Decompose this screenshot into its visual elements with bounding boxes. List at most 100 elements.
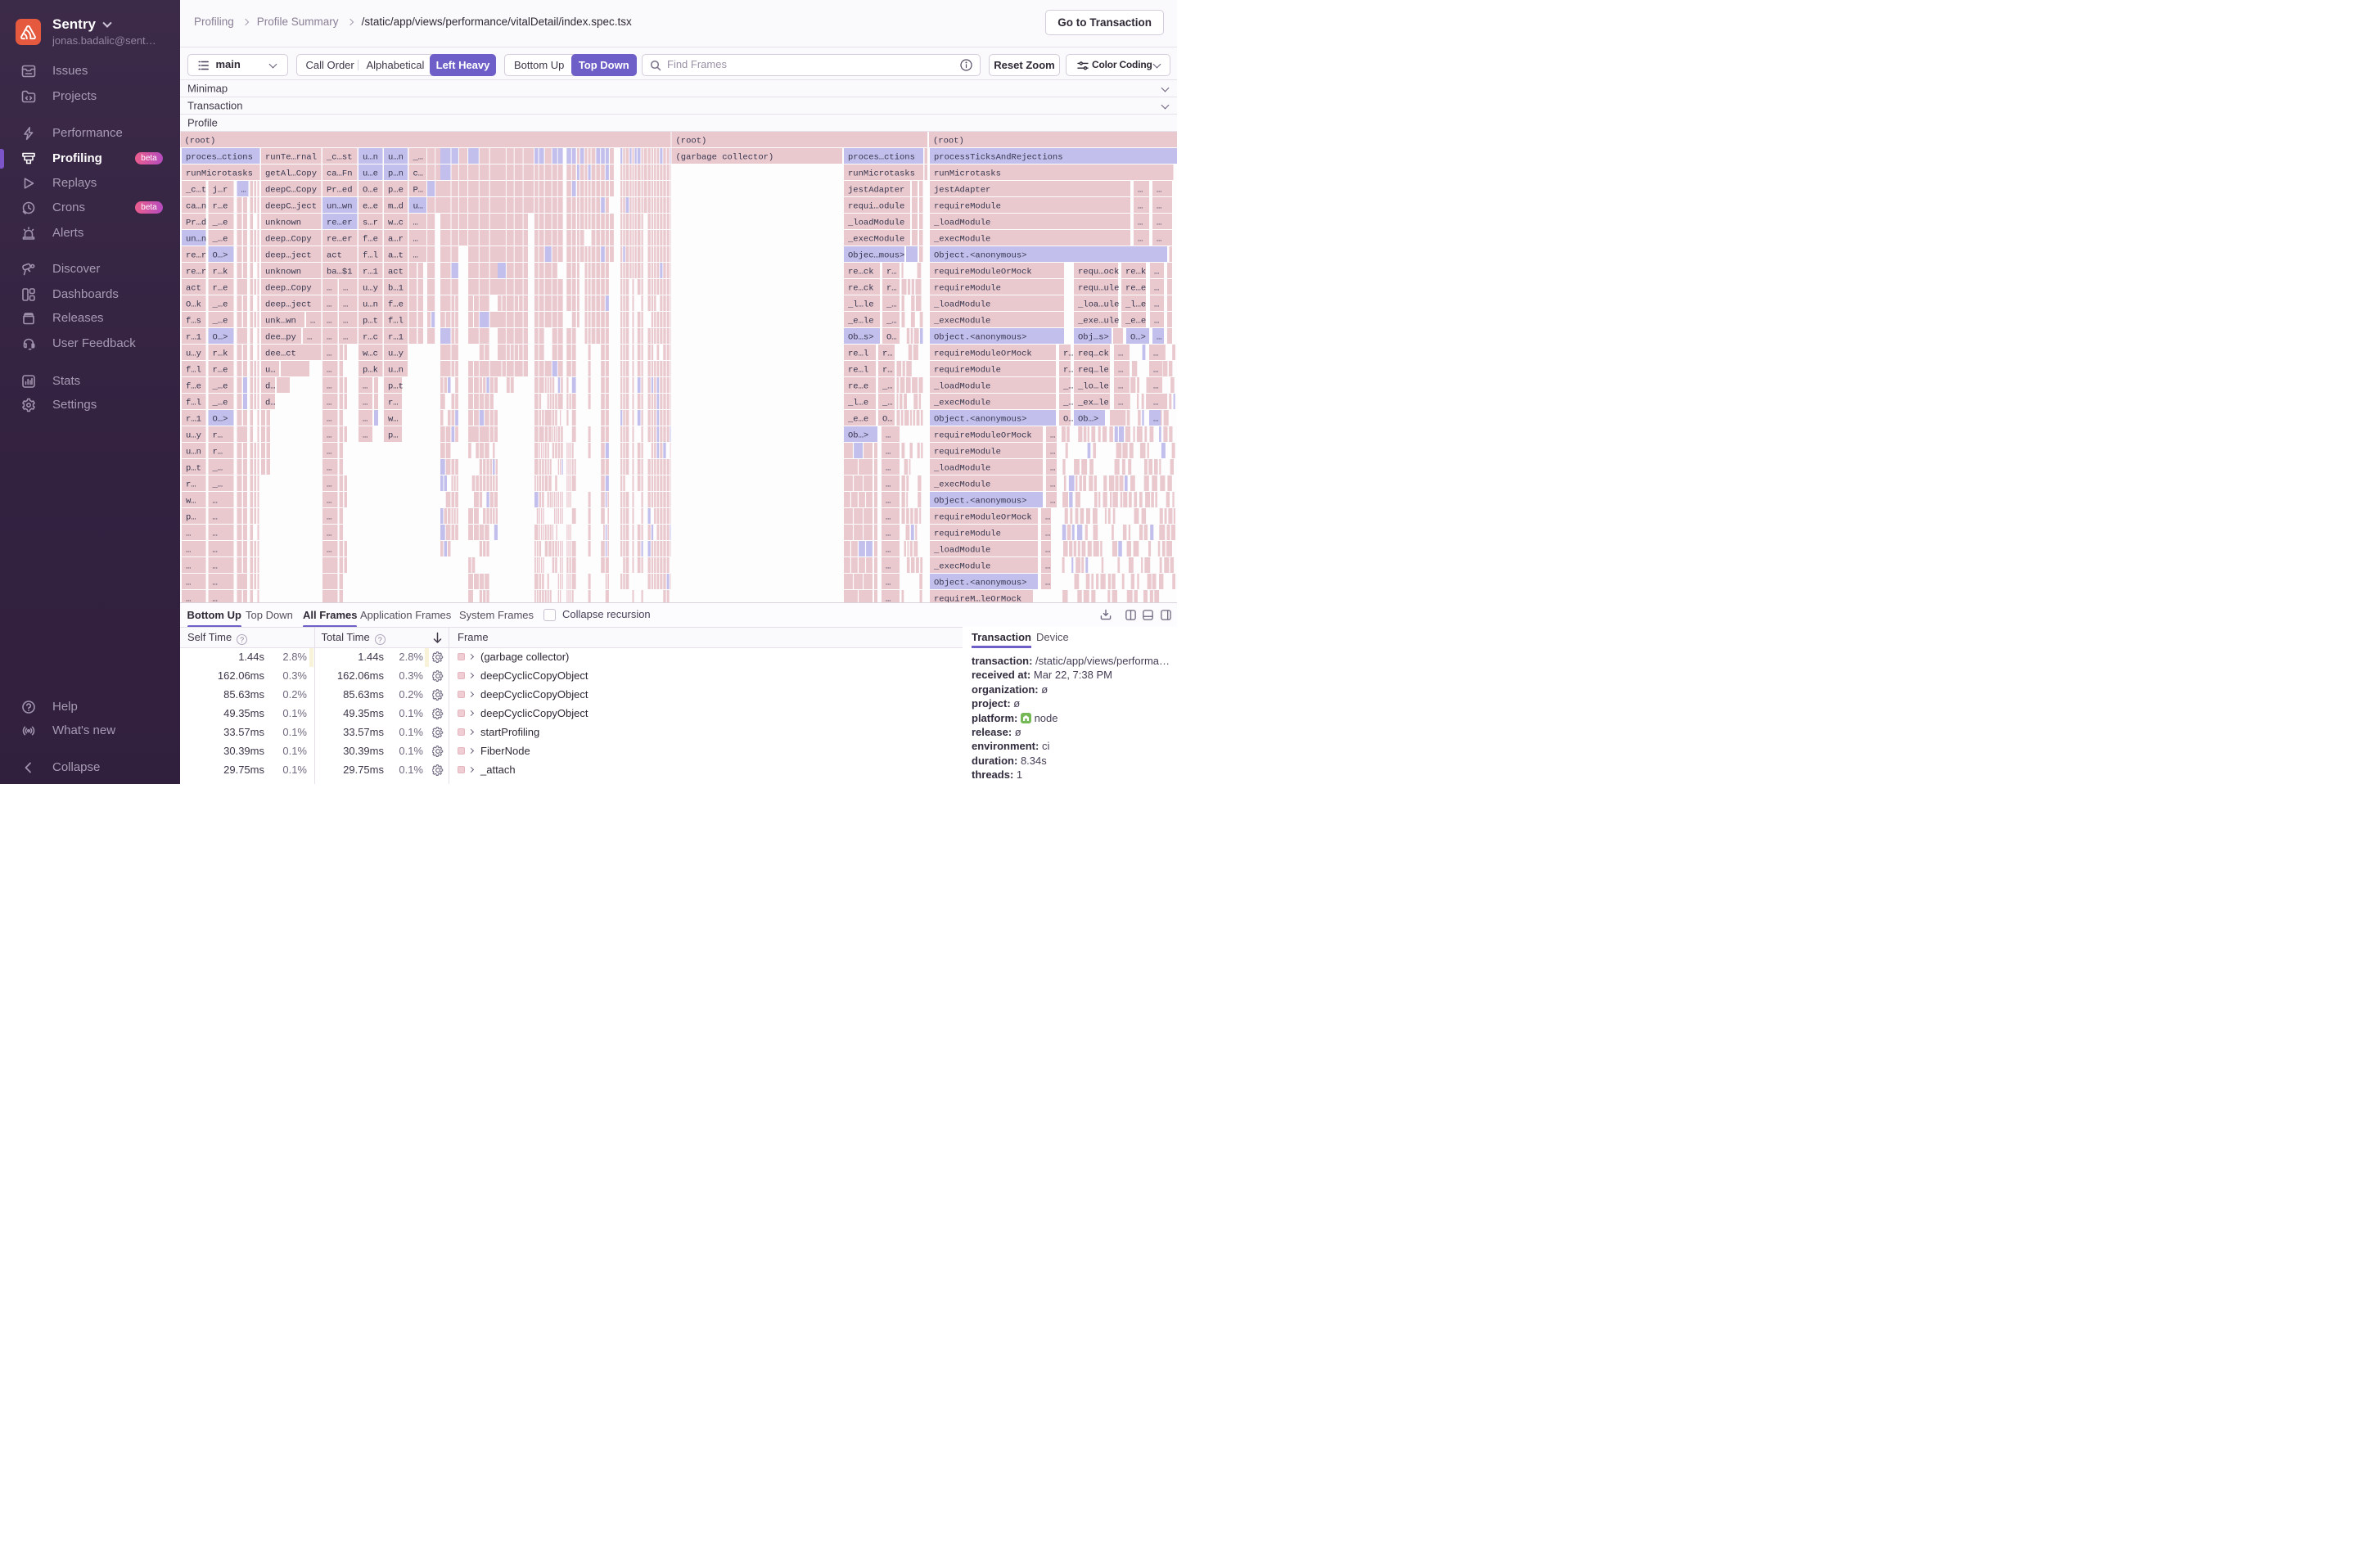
svg-text:_loadModule: _loadModule bbox=[933, 381, 990, 391]
svg-text:O…k: O…k bbox=[186, 300, 201, 309]
svg-text:…: … bbox=[886, 578, 891, 588]
svg-text:…: … bbox=[1153, 381, 1158, 391]
svg-text:…: … bbox=[327, 332, 331, 342]
svg-text:…: … bbox=[186, 594, 191, 602]
svg-text:r…e: r…e bbox=[213, 201, 228, 211]
svg-text:r…1: r…1 bbox=[186, 414, 201, 424]
svg-text:proces…ctions: proces…ctions bbox=[848, 152, 915, 162]
svg-text:f…l: f…l bbox=[363, 250, 378, 260]
svg-text:Ob…>: Ob…> bbox=[1078, 414, 1098, 424]
svg-text:Object.<anonymous>: Object.<anonymous> bbox=[934, 414, 1026, 424]
svg-text:unknown: unknown bbox=[265, 267, 301, 277]
svg-text:requ…ule: requ…ule bbox=[1078, 283, 1119, 293]
svg-text:Ob…s>: Ob…s> bbox=[848, 332, 874, 342]
svg-text:_loadModule: _loadModule bbox=[933, 545, 990, 555]
svg-text:…: … bbox=[886, 430, 891, 440]
svg-text:_e…e: _e…e bbox=[1125, 316, 1146, 326]
svg-text:m…d: m…d bbox=[388, 201, 404, 211]
svg-text:p…t: p…t bbox=[363, 316, 378, 326]
svg-text:requireModule: requireModule bbox=[934, 365, 1001, 375]
svg-text:…: … bbox=[213, 545, 218, 555]
svg-text:r…: r… bbox=[213, 447, 223, 457]
svg-text:P…: P… bbox=[413, 185, 424, 195]
svg-text:deepC…ject: deepC…ject bbox=[265, 201, 317, 211]
svg-text:…: … bbox=[413, 234, 418, 244]
svg-text:r…k: r…k bbox=[213, 349, 228, 358]
svg-text:un…wn: un…wn bbox=[327, 201, 353, 211]
svg-text:…: … bbox=[343, 316, 348, 326]
svg-text:act: act bbox=[186, 283, 201, 293]
svg-text:dee…py: dee…py bbox=[265, 332, 296, 342]
svg-text:…: … bbox=[886, 463, 891, 473]
svg-text:…: … bbox=[1153, 349, 1158, 358]
svg-text:Pr…d: Pr…d bbox=[186, 218, 206, 228]
svg-text:r…: r… bbox=[886, 283, 897, 293]
svg-text:runMicrotasks: runMicrotasks bbox=[848, 169, 915, 178]
svg-text:dee…ct: dee…ct bbox=[265, 349, 296, 358]
svg-text:jestAdapter: jestAdapter bbox=[848, 185, 904, 195]
svg-text:…: … bbox=[327, 349, 331, 358]
svg-text:…: … bbox=[1153, 414, 1158, 424]
svg-text:r…k: r…k bbox=[213, 267, 228, 277]
svg-text:act: act bbox=[327, 250, 342, 260]
svg-text:_…: _… bbox=[1062, 398, 1074, 408]
svg-text:_lo…le: _lo…le bbox=[1077, 381, 1109, 391]
svg-text:_…e: _…e bbox=[212, 398, 228, 408]
svg-text:…: … bbox=[1138, 185, 1143, 195]
svg-text:u…y: u…y bbox=[388, 349, 404, 358]
svg-text:f…e: f…e bbox=[186, 381, 201, 391]
svg-text:_execModule: _execModule bbox=[933, 398, 990, 408]
svg-text:…: … bbox=[886, 545, 891, 555]
svg-text:…: … bbox=[886, 594, 891, 602]
svg-text:…: … bbox=[186, 578, 191, 588]
svg-text:a…t: a…t bbox=[388, 250, 404, 260]
svg-text:O…e: O…e bbox=[363, 185, 378, 195]
svg-text:O…>: O…> bbox=[213, 414, 228, 424]
svg-text:r…: r… bbox=[388, 398, 399, 408]
svg-text:_…e: _…e bbox=[212, 218, 228, 228]
svg-text:…: … bbox=[327, 430, 331, 440]
svg-text:re…l: re…l bbox=[848, 365, 868, 375]
svg-text:_loadModule: _loadModule bbox=[933, 300, 990, 309]
svg-text:…: … bbox=[886, 480, 891, 489]
svg-text:…: … bbox=[327, 496, 331, 506]
svg-text:…: … bbox=[886, 447, 891, 457]
svg-text:…: … bbox=[886, 561, 891, 571]
svg-text:u…y: u…y bbox=[186, 430, 201, 440]
svg-text:d…: d… bbox=[265, 398, 276, 408]
svg-text:…: … bbox=[1154, 300, 1159, 309]
svg-text:unknown: unknown bbox=[265, 218, 301, 228]
svg-text:…: … bbox=[1050, 496, 1055, 506]
svg-text:d…: d… bbox=[265, 381, 276, 391]
svg-text:O…>: O…> bbox=[213, 250, 228, 260]
svg-text:_…: _… bbox=[886, 300, 897, 309]
svg-text:…: … bbox=[213, 594, 218, 602]
svg-text:…: … bbox=[213, 512, 218, 522]
svg-text:_e…le: _e…le bbox=[847, 316, 874, 326]
svg-text:Object.<anonymous>: Object.<anonymous> bbox=[934, 496, 1026, 506]
svg-text:…: … bbox=[213, 578, 218, 588]
svg-text:a…r: a…r bbox=[388, 234, 404, 244]
svg-text:…: … bbox=[413, 218, 418, 228]
svg-text:…: … bbox=[886, 496, 891, 506]
svg-text:r…: r… bbox=[882, 349, 893, 358]
svg-text:…: … bbox=[1138, 234, 1143, 244]
svg-text:…: … bbox=[886, 512, 891, 522]
svg-text:_…: _… bbox=[882, 381, 893, 391]
svg-text:f…s: f…s bbox=[186, 316, 201, 326]
svg-text:…: … bbox=[327, 512, 331, 522]
svg-text:f…e: f…e bbox=[363, 234, 378, 244]
svg-text:_…e: _…e bbox=[212, 234, 228, 244]
svg-text:…: … bbox=[1045, 578, 1050, 588]
svg-text:re…k: re…k bbox=[1125, 267, 1146, 277]
svg-text:p…: p… bbox=[388, 430, 399, 440]
svg-text:_…: _… bbox=[212, 480, 223, 489]
svg-text:(root): (root) bbox=[185, 136, 216, 146]
svg-text:re…ck: re…ck bbox=[848, 267, 874, 277]
svg-text:…: … bbox=[1157, 332, 1161, 342]
svg-text:…: … bbox=[343, 332, 348, 342]
svg-text:r…e: r…e bbox=[213, 365, 228, 375]
svg-text:getAl…Copy: getAl…Copy bbox=[265, 169, 317, 178]
svg-text:r…: r… bbox=[213, 430, 223, 440]
svg-text:u…y: u…y bbox=[186, 349, 201, 358]
